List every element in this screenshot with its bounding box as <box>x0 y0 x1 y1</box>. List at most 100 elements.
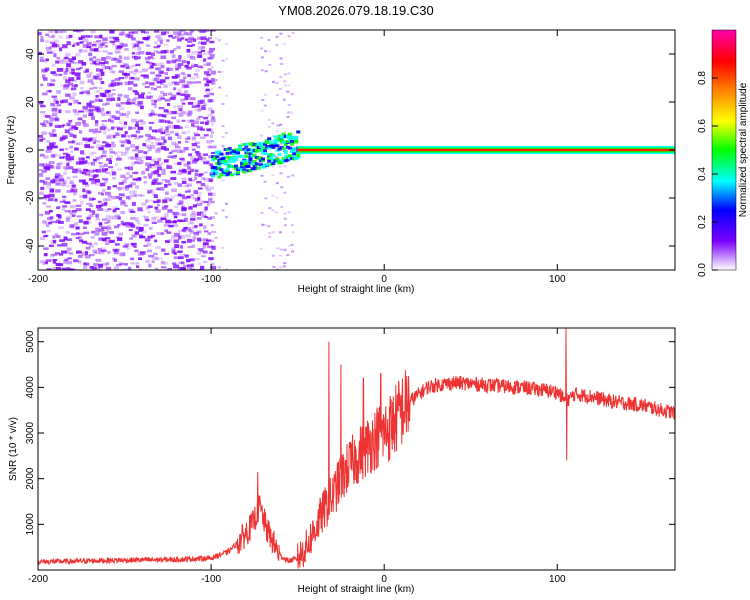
heatmap-cell <box>177 250 183 253</box>
heatmap-cell <box>71 214 76 218</box>
heatmap-cell <box>93 86 98 89</box>
heatmap-cell <box>143 176 147 179</box>
heatmap-cell <box>271 174 275 177</box>
heatmap-cell <box>187 245 193 249</box>
heatmap-cell <box>178 126 183 129</box>
heatmap-cell <box>170 195 175 199</box>
heatmap-cell <box>101 188 106 193</box>
heatmap-cell <box>166 231 172 234</box>
heatmap-cell <box>120 210 125 214</box>
heatmap-cell <box>153 200 159 204</box>
heatmap-cell <box>271 162 276 166</box>
heatmap-cell <box>118 59 123 63</box>
heatmap-cell <box>252 143 257 147</box>
heatmap-cell <box>106 111 110 114</box>
heatmap-cell <box>130 242 137 246</box>
heatmap-cell <box>160 71 164 74</box>
heatmap-cell <box>102 37 108 41</box>
heatmap-cell <box>137 46 142 51</box>
heatmap-cell <box>259 153 263 156</box>
heatmap-cell <box>55 262 61 267</box>
heatmap-cell <box>111 57 117 61</box>
heatmap-cell <box>45 46 52 51</box>
heatmap-cell <box>124 48 129 51</box>
heatmap-cell <box>81 157 86 160</box>
heatmap-cell <box>92 131 97 134</box>
heatmap-cell <box>82 44 89 48</box>
heatmap-cell <box>74 222 79 226</box>
heatmap-cell <box>49 117 55 122</box>
heatmap-cell <box>88 105 95 109</box>
heatmap-cell <box>66 162 70 167</box>
heatmap-cell <box>161 171 166 175</box>
heatmap-cell <box>202 52 207 56</box>
heatmap-cell <box>275 35 279 38</box>
heatmap-cell <box>260 151 265 155</box>
heatmap-cell <box>95 90 101 93</box>
heatmap-cell <box>65 217 70 222</box>
heatmap-cell <box>141 68 148 72</box>
heatmap-cell <box>194 225 198 228</box>
heatmap-cell <box>59 73 63 76</box>
y-tick-label: 40 <box>25 48 36 60</box>
heatmap-cell <box>99 182 106 187</box>
heatmap-cell <box>156 164 162 167</box>
heatmap-cell <box>73 259 79 262</box>
heatmap-cell <box>248 157 253 161</box>
heatmap-cell <box>130 194 137 198</box>
heatmap-cell <box>219 173 224 177</box>
heatmap-cell <box>91 116 95 121</box>
heatmap-cell <box>217 175 222 179</box>
heatmap-cell <box>159 126 164 130</box>
heatmap-cell <box>267 159 272 163</box>
heatmap-cell <box>286 254 290 257</box>
heatmap-cell <box>197 196 201 201</box>
heatmap-cell <box>163 114 167 118</box>
heatmap-cell <box>200 200 204 204</box>
heatmap-cell <box>118 55 123 59</box>
heatmap-cell <box>43 253 48 257</box>
heatmap-cell <box>179 253 186 258</box>
heatmap-cell <box>264 197 268 200</box>
heatmap-cell <box>191 64 195 69</box>
heatmap-cell <box>91 211 96 215</box>
heatmap-cell <box>280 248 284 251</box>
heatmap-cell <box>72 191 77 196</box>
heatmap-cell <box>100 71 105 76</box>
heatmap-cell <box>131 98 136 102</box>
heatmap-cell <box>219 157 224 161</box>
heatmap-cell <box>160 187 165 191</box>
heatmap-cell <box>91 230 95 234</box>
heatmap-cell <box>121 30 125 34</box>
heatmap-cell <box>120 144 125 147</box>
heatmap-cell <box>283 151 288 155</box>
heatmap-cell <box>164 147 169 151</box>
heatmap-cell <box>81 160 88 164</box>
heatmap-cell <box>81 152 86 156</box>
heatmap-cell <box>127 266 132 270</box>
heatmap-cell <box>221 125 225 128</box>
heatmap-cell <box>180 72 185 75</box>
heatmap-cell <box>213 166 218 170</box>
heatmap-cell <box>187 154 194 158</box>
heatmap-cell <box>171 149 178 153</box>
heatmap-cell <box>122 252 126 256</box>
heatmap-cell <box>123 94 130 99</box>
heatmap-cell <box>214 174 218 177</box>
heatmap-cell <box>286 175 290 178</box>
heatmap-cell <box>200 36 207 41</box>
heatmap-cell <box>64 201 71 204</box>
heatmap-cell <box>74 127 79 130</box>
heatmap-cell <box>144 74 149 77</box>
heatmap-cell <box>41 74 46 79</box>
heatmap-cell <box>287 111 291 114</box>
heatmap-cell <box>48 30 54 34</box>
heatmap-cell <box>151 136 156 140</box>
heatmap-cell <box>102 263 107 266</box>
x-tick-label: 0 <box>381 574 387 585</box>
heatmap-cell <box>200 128 206 131</box>
heatmap-cell <box>155 34 161 39</box>
heatmap-cell <box>200 49 206 52</box>
heatmap-cell <box>147 91 152 94</box>
heatmap-cell <box>186 60 190 65</box>
